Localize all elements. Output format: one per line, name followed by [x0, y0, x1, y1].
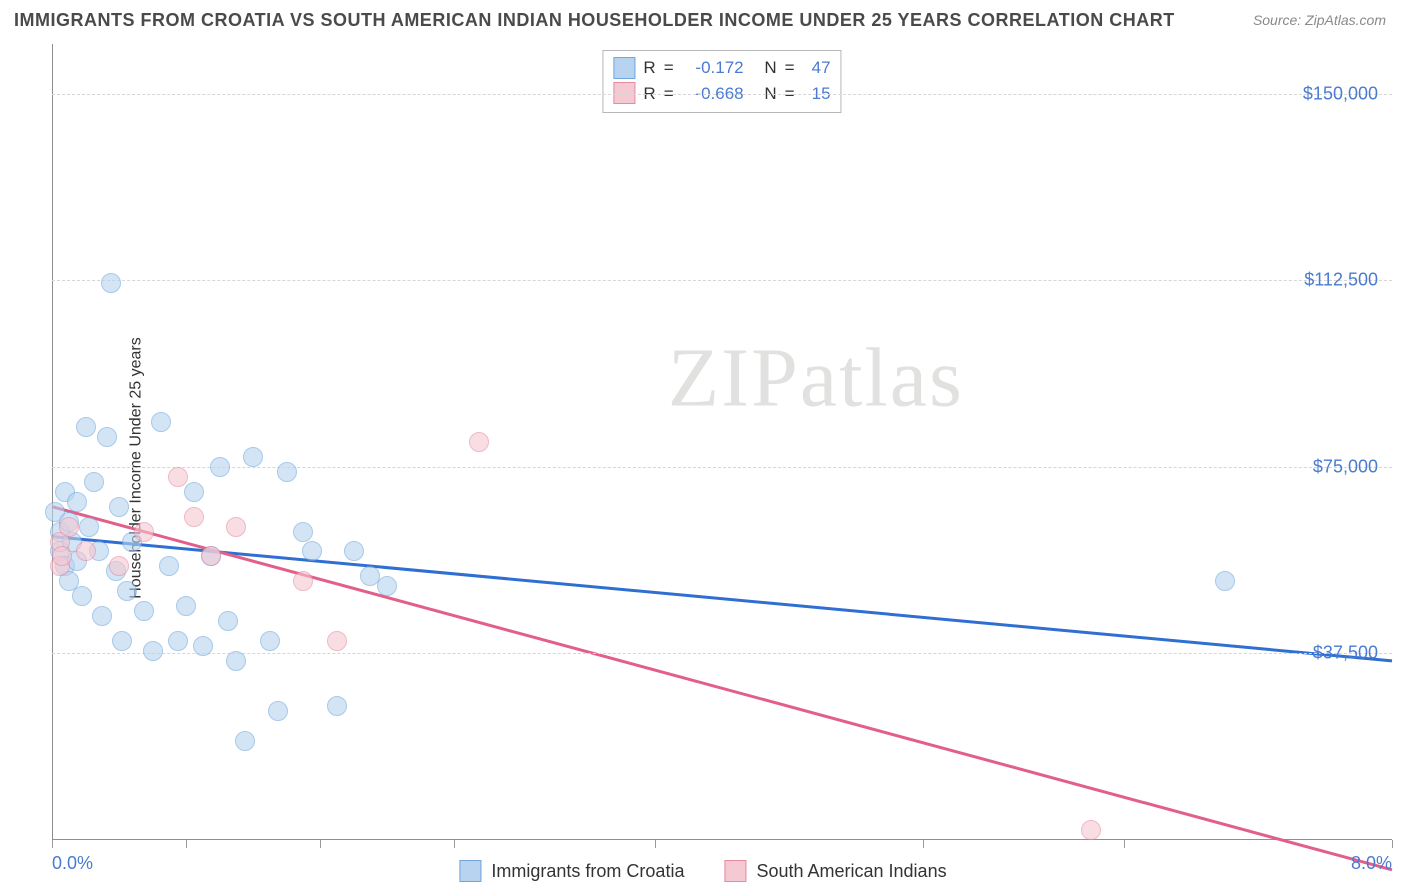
x-tick	[1392, 840, 1393, 848]
legend-bottom: Immigrants from Croatia South American I…	[459, 860, 946, 882]
x-axis-line	[52, 839, 1392, 840]
chart-container: Householder Income Under 25 years ZIPatl…	[0, 44, 1406, 892]
n-label: N	[764, 55, 776, 81]
data-point-croatia	[260, 631, 280, 651]
data-point-croatia	[268, 701, 288, 721]
legend-swatch-croatia	[459, 860, 481, 882]
y-tick-label: $37,500	[1313, 643, 1378, 664]
data-point-croatia	[92, 606, 112, 626]
data-point-croatia	[76, 417, 96, 437]
data-point-sai	[76, 541, 96, 561]
data-point-croatia	[143, 641, 163, 661]
r-label: R	[643, 55, 655, 81]
data-point-croatia	[97, 427, 117, 447]
data-point-croatia	[327, 696, 347, 716]
data-point-croatia	[277, 462, 297, 482]
y-axis-line	[52, 44, 53, 840]
data-point-croatia	[377, 576, 397, 596]
data-point-croatia	[184, 482, 204, 502]
data-point-sai	[59, 517, 79, 537]
data-point-sai	[1081, 820, 1101, 840]
legend-swatch-sai	[724, 860, 746, 882]
data-point-sai	[184, 507, 204, 527]
data-point-croatia	[168, 631, 188, 651]
source-label: Source: ZipAtlas.com	[1253, 12, 1386, 28]
data-point-sai	[109, 556, 129, 576]
y-tick-label: $75,000	[1313, 456, 1378, 477]
plot-area: ZIPatlas R = -0.172 N = 47 R = -0.668 N …	[52, 44, 1392, 840]
gridline-h	[52, 653, 1392, 654]
data-point-sai	[52, 546, 72, 566]
x-tick	[454, 840, 455, 848]
x-tick	[1124, 840, 1125, 848]
data-point-sai	[327, 631, 347, 651]
data-point-croatia	[1215, 571, 1235, 591]
data-point-croatia	[218, 611, 238, 631]
data-point-croatia	[112, 631, 132, 651]
watermark: ZIPatlas	[668, 330, 964, 427]
equals-sign: =	[785, 55, 795, 81]
data-point-croatia	[79, 517, 99, 537]
x-tick	[186, 840, 187, 848]
gridline-h	[52, 280, 1392, 281]
data-point-croatia	[67, 492, 87, 512]
legend-stats-row: R = -0.172 N = 47	[613, 55, 830, 81]
legend-item-sai: South American Indians	[724, 860, 946, 882]
data-point-croatia	[176, 596, 196, 616]
r-value-croatia: -0.172	[682, 55, 744, 81]
legend-label-sai: South American Indians	[756, 861, 946, 882]
x-tick-label-min: 0.0%	[52, 853, 93, 874]
data-point-croatia	[210, 457, 230, 477]
data-point-croatia	[302, 541, 322, 561]
x-tick-label-max: 8.0%	[1351, 853, 1392, 874]
trend-line-sai	[52, 507, 1392, 870]
data-point-croatia	[117, 581, 137, 601]
trend-line-croatia	[52, 537, 1392, 661]
data-point-croatia	[134, 601, 154, 621]
data-point-sai	[226, 517, 246, 537]
x-tick	[320, 840, 321, 848]
data-point-sai	[168, 467, 188, 487]
data-point-croatia	[159, 556, 179, 576]
data-point-croatia	[243, 447, 263, 467]
equals-sign: =	[664, 55, 674, 81]
y-tick-label: $112,500	[1304, 270, 1378, 291]
x-tick	[655, 840, 656, 848]
data-point-croatia	[151, 412, 171, 432]
y-tick-label: $150,000	[1303, 83, 1378, 104]
legend-stats-box: R = -0.172 N = 47 R = -0.668 N = 15	[602, 50, 841, 113]
x-tick	[923, 840, 924, 848]
data-point-croatia	[226, 651, 246, 671]
x-tick	[52, 840, 53, 848]
gridline-h	[52, 94, 1392, 95]
legend-item-croatia: Immigrants from Croatia	[459, 860, 684, 882]
trend-lines-layer	[52, 44, 1392, 840]
data-point-croatia	[344, 541, 364, 561]
data-point-sai	[201, 546, 221, 566]
data-point-sai	[134, 522, 154, 542]
chart-title: IMMIGRANTS FROM CROATIA VS SOUTH AMERICA…	[14, 10, 1175, 31]
gridline-h	[52, 467, 1392, 468]
data-point-croatia	[101, 273, 121, 293]
data-point-croatia	[293, 522, 313, 542]
data-point-sai	[469, 432, 489, 452]
data-point-croatia	[235, 731, 255, 751]
data-point-croatia	[84, 472, 104, 492]
data-point-croatia	[193, 636, 213, 656]
legend-swatch-croatia	[613, 57, 635, 79]
data-point-croatia	[72, 586, 92, 606]
data-point-croatia	[109, 497, 129, 517]
legend-label-croatia: Immigrants from Croatia	[491, 861, 684, 882]
n-value-croatia: 47	[803, 55, 831, 81]
data-point-sai	[293, 571, 313, 591]
